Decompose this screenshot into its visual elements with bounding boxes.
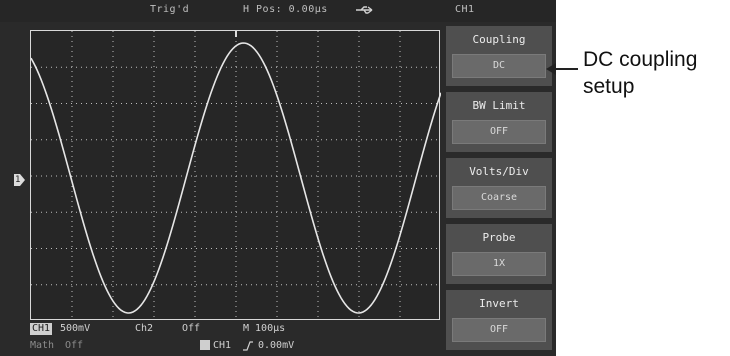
menu-item-coupling[interactable]: Coupling DC	[446, 26, 552, 86]
trigger-status: Trig'd	[150, 4, 190, 15]
menu-item-value: Coarse	[452, 186, 546, 210]
menu-item-title: Volts/Div	[469, 165, 529, 178]
menu-item-probe[interactable]: Probe 1X	[446, 224, 552, 284]
menu-item-title: Probe	[482, 231, 516, 244]
ch1-waveform-trace	[31, 42, 441, 314]
ch1-scale: 500mV	[60, 323, 91, 334]
waveform-screen	[30, 30, 441, 321]
annotation-arrow-line	[548, 68, 578, 70]
annotation-line1: DC coupling	[583, 48, 698, 71]
math-state: Off	[65, 340, 84, 351]
trigger-source: CH1	[213, 340, 232, 351]
active-channel: CH1	[455, 4, 475, 15]
rising-edge-icon	[242, 340, 254, 354]
trigger-level: 0.00mV	[258, 340, 295, 351]
menu-item-value: OFF	[452, 318, 546, 342]
menu-item-title: Coupling	[472, 33, 526, 46]
top-status-bar: Trig'd H Pos: 0.00µs CH1	[0, 0, 556, 22]
menu-item-title: Invert	[479, 297, 519, 310]
menu-item-volts-div[interactable]: Volts/Div Coarse	[446, 158, 552, 218]
menu-item-title: BW Limit	[472, 99, 526, 112]
menu-item-value: OFF	[452, 120, 546, 144]
menu-item-bw-limit[interactable]: BW Limit OFF	[446, 92, 552, 152]
oscilloscope-display: Trig'd H Pos: 0.00µs CH1 1 Coupling DC B…	[0, 0, 556, 356]
channel-menu: Coupling DC BW Limit OFF Volts/Div Coars…	[442, 22, 556, 356]
timebase: M 100µs	[243, 323, 286, 334]
trigger-source-icon	[200, 340, 210, 350]
math-label: Math	[30, 340, 55, 351]
ch2-label: Ch2	[135, 323, 154, 334]
usb-icon	[355, 5, 375, 15]
menu-item-invert[interactable]: Invert OFF	[446, 290, 552, 350]
menu-item-value: 1X	[452, 252, 546, 276]
annotation-callout: DC coupling setup	[583, 46, 728, 100]
channel-ground-marker-icon: 1	[14, 174, 28, 186]
horizontal-position: H Pos: 0.00µs	[243, 4, 328, 15]
annotation-line2: setup	[583, 75, 635, 98]
waveform-graticule	[31, 31, 441, 321]
ch1-label: CH1	[30, 323, 52, 335]
ch2-state: Off	[182, 323, 201, 334]
menu-item-value: DC	[452, 54, 546, 78]
